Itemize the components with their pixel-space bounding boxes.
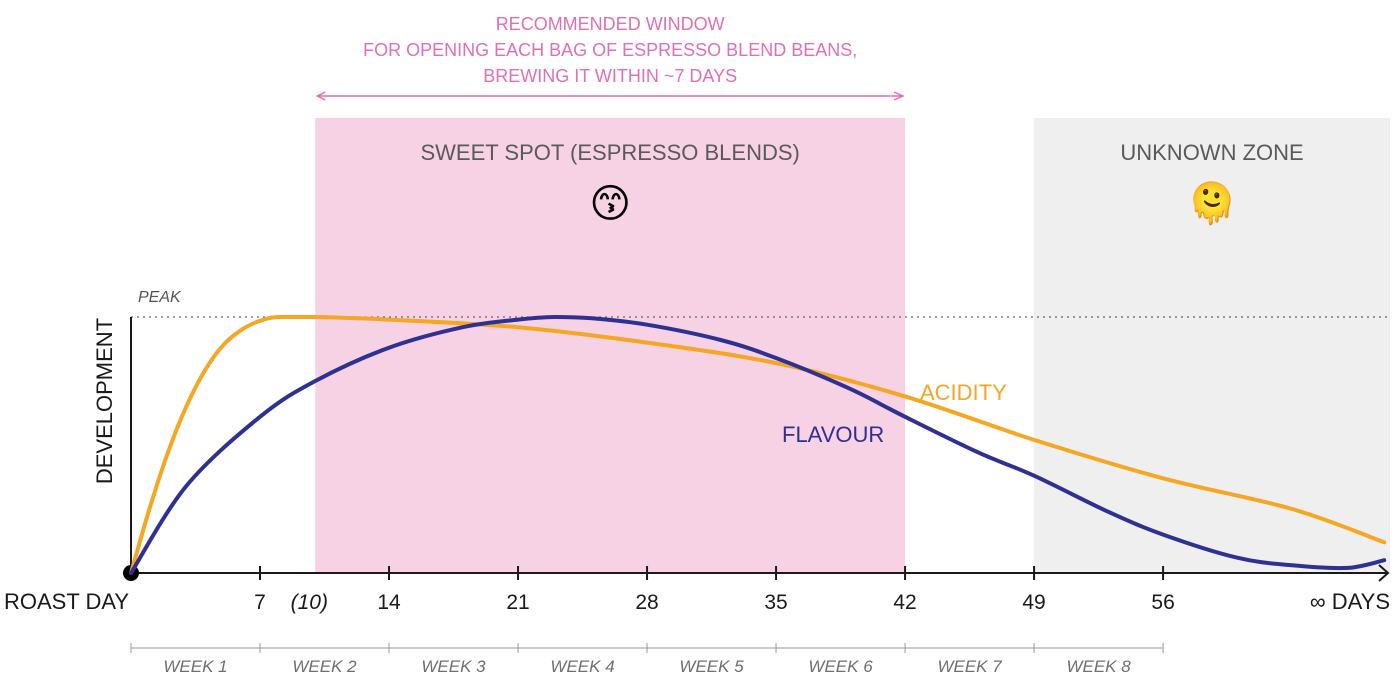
acidity-label: ACIDITY [920, 380, 1007, 405]
x-tick-label: 35 [764, 591, 787, 614]
week-label: WEEK 2 [292, 657, 357, 676]
x-tick-label: (10) [291, 591, 328, 614]
week-ruler: WEEK 1 WEEK 2 WEEK 3 WEEK 4 WEEK 5 WEEK 6 WEEK… [130, 643, 1164, 676]
week-label: WEEK 3 [421, 657, 486, 676]
y-axis-title: DEVELOPMENT [92, 318, 117, 484]
acidity-line [129, 315, 1387, 575]
roast-day-label: ROAST DAY [4, 589, 129, 614]
infinity-days-label: ∞ DAYS [1310, 589, 1390, 614]
flavour-label: FLAVOUR [782, 422, 884, 447]
flavour-line [129, 314, 1387, 575]
x-axis-arrowhead [1378, 564, 1390, 582]
x-ticks: 7 (10) 14 21 28 35 42 49 56 [254, 566, 1175, 614]
peak-label: PEAK [138, 289, 182, 306]
unknown-zone [1034, 118, 1390, 573]
week-label: WEEK 8 [1066, 657, 1131, 676]
sweet-spot-label: SWEET SPOT (ESPRESSO BLENDS) [420, 140, 799, 165]
week-label: WEEK 7 [937, 657, 1002, 676]
annotation-line-2: FOR OPENING EACH BAG OF ESPRESSO BLEND B… [363, 40, 857, 60]
week-label: WEEK 5 [679, 657, 744, 676]
x-tick-label: 7 [254, 591, 266, 614]
x-tick-label: 42 [893, 591, 916, 614]
annotation-line-3: BREWING IT WITHIN ~7 DAYS [483, 66, 737, 86]
week-label: WEEK 6 [808, 657, 873, 676]
x-tick-label: 56 [1151, 591, 1174, 614]
unknown-zone-label: UNKNOWN ZONE [1120, 140, 1303, 165]
x-tick-label: 14 [377, 591, 401, 614]
melting-face-icon: 🫠 [1187, 177, 1237, 226]
week-label: WEEK 1 [163, 657, 227, 676]
week-label: WEEK 4 [550, 657, 614, 676]
x-tick-label: 49 [1022, 591, 1045, 614]
annotation-line-1: RECOMMENDED WINDOW [496, 14, 725, 34]
x-tick-label: 28 [635, 591, 658, 614]
x-tick-label: 21 [506, 591, 529, 614]
sweet-spot-zone [315, 118, 906, 573]
kissing-face-icon: 😙 [589, 182, 631, 226]
